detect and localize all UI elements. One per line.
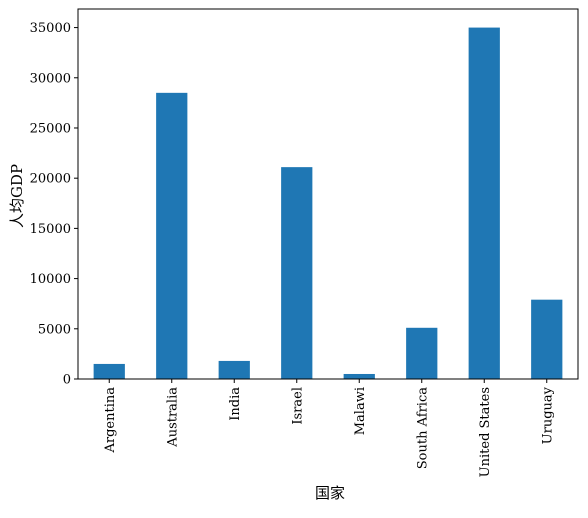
y-tick-label: 35000 (30, 21, 71, 36)
y-tick-label: 15000 (30, 222, 71, 237)
bar (406, 327, 438, 379)
bar (156, 92, 188, 379)
x-axis-title: 国家 (315, 484, 345, 502)
bar (531, 299, 563, 379)
y-tick-label: 5000 (38, 322, 71, 337)
x-tick-label: Australia (165, 387, 180, 448)
x-tick-label: Israel (290, 387, 305, 425)
x-tick-label: Malawi (353, 387, 368, 435)
bar (93, 363, 125, 379)
bar (343, 373, 375, 379)
y-tick-label: 25000 (30, 121, 71, 136)
bar (218, 360, 250, 379)
x-tick-label: United States (478, 387, 493, 477)
plot-frame (77, 8, 579, 380)
y-tick-label: 0 (63, 373, 71, 388)
x-tick-label: South Africa (415, 387, 430, 469)
y-axis-title: 人均GDP (8, 164, 26, 228)
x-tick-label: Uruguay (540, 386, 555, 444)
bar (468, 27, 500, 379)
x-tick-label: Argentina (103, 387, 118, 454)
bar (281, 167, 313, 379)
y-tick-label: 20000 (30, 172, 71, 187)
y-tick-label: 30000 (30, 71, 71, 86)
y-tick-label: 10000 (30, 272, 71, 287)
x-tick-label: India (228, 387, 243, 421)
